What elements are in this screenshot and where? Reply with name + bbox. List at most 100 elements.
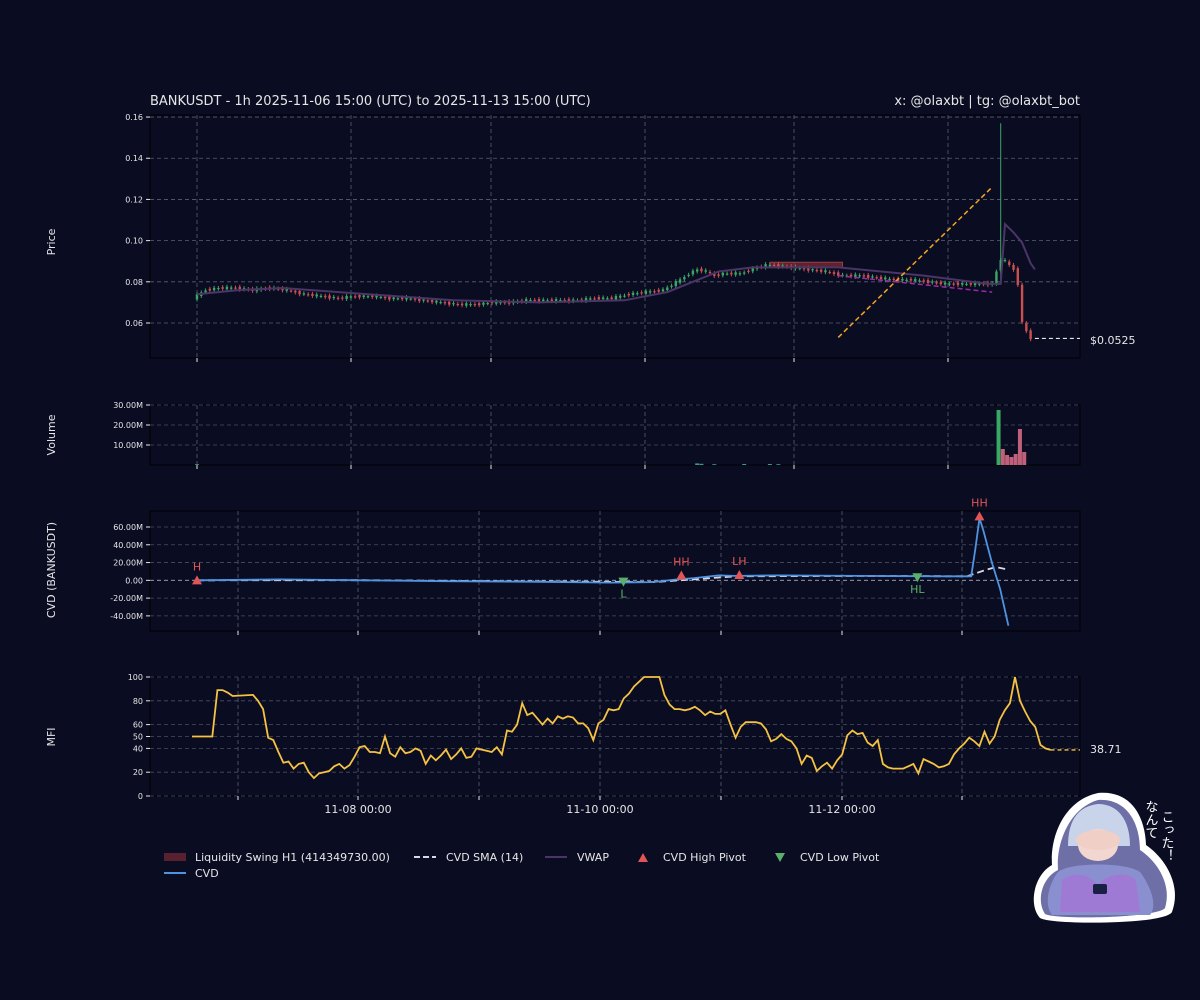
price-candle-body (482, 302, 485, 305)
price-frame (149, 114, 1081, 359)
cvd-pivot-label: HH (673, 555, 690, 568)
price-panel: 0.06 0.08 0.10 0.12 0.14 0.16 (125, 113, 1081, 362)
price-candle-body (695, 269, 699, 272)
price-candle-body (495, 301, 498, 304)
price-ytick-label: 0.16 (125, 113, 143, 122)
price-candle-body (781, 265, 784, 267)
volume-ytick-label: 30.00M (113, 401, 143, 410)
price-candle-body (559, 299, 562, 302)
legend: Liquidity Swing H1 (414349730.00) CVD SM… (164, 851, 880, 880)
mfi-ylabel: MFI (45, 727, 58, 746)
legend-liquidity-swatch (164, 853, 186, 861)
price-candle-body (413, 298, 417, 300)
price-candle-body (743, 272, 746, 274)
price-candle-body (430, 300, 434, 303)
mfi-panel: 0 20 40 50 60 80 100 11-08 00:00 11-10 00:00 11-1… (128, 673, 1081, 816)
vwap-line (196, 221, 1036, 304)
price-candle-body (871, 276, 874, 278)
price-candle-body (584, 298, 588, 302)
price-candle-body (661, 289, 665, 292)
cvd-pivot-label: HL (910, 583, 925, 596)
price-candle-body (738, 273, 742, 275)
price-candle-body (353, 296, 357, 298)
price-candle-body (383, 296, 387, 299)
price-candle-body (640, 292, 643, 294)
price-candle-body (678, 279, 682, 283)
price-candle-body (931, 281, 934, 283)
price-candle-body (648, 291, 652, 293)
cvd-ytick-label: 20.00M (113, 559, 143, 568)
volume-ytick-label: 20.00M (113, 421, 143, 430)
price-candle-body (905, 279, 908, 281)
price-ylabel: Price (45, 228, 58, 255)
price-candle-body (961, 283, 964, 285)
price-candle-body (289, 290, 293, 292)
legend-liquidity-label: Liquidity Swing H1 (414349730.00) (195, 851, 390, 864)
price-candle-body (721, 272, 725, 276)
price-candle-body (242, 288, 246, 290)
cvd-pivot-label: H (193, 560, 201, 573)
price-candle-body (858, 275, 861, 277)
price-candle-body (849, 274, 853, 277)
x-tick-label: 11-08 00:00 (324, 803, 391, 816)
price-candle-body (328, 295, 331, 299)
price-candle-body (388, 296, 391, 300)
legend-high-pivot-swatch (638, 853, 648, 862)
price-candle-body (542, 299, 545, 302)
price-candle-body (315, 294, 318, 297)
mfi-ytick-label: 60 (133, 721, 143, 730)
price-candle-body (751, 268, 754, 272)
price-candle-body (503, 301, 506, 304)
price-candle-body (653, 291, 656, 293)
volume-bar (996, 410, 1001, 465)
price-candle-body (948, 283, 951, 285)
cvd-ylabel: CVD (BANKUSDT) (45, 522, 58, 618)
price-candle-body (1008, 261, 1011, 265)
price-candle-body (396, 298, 400, 300)
volume-ytick-label: 10.00M (113, 441, 143, 450)
last-mfi-label: 38.71 (1090, 743, 1122, 756)
price-candle-body (204, 290, 207, 293)
price-candle-body (644, 290, 648, 294)
price-candle-body (567, 299, 571, 302)
price-candle-body (824, 270, 827, 273)
price-candle-body (358, 294, 361, 298)
mfi-line (192, 676, 1051, 780)
cvd-ytick-label: 60.00M (113, 523, 143, 532)
support-line (838, 274, 993, 293)
price-candle-body (973, 282, 977, 286)
mascot-badge (1093, 884, 1107, 894)
volume-bar (695, 463, 700, 465)
cvd-ytick-label: -40.00M (110, 612, 143, 621)
mfi-ytick-label: 50 (133, 733, 143, 742)
mfi-ytick-label: 80 (133, 697, 143, 706)
price-ytick-label: 0.10 (125, 237, 143, 246)
cvd-ytick-label: 40.00M (113, 541, 143, 550)
price-candle-body (593, 298, 596, 300)
cvd-frame (149, 510, 1081, 632)
price-candle-body (195, 294, 199, 300)
price-candle-body (811, 269, 814, 271)
price-candle-body (819, 269, 823, 272)
price-candle-body (670, 285, 673, 287)
price-candle-body (499, 301, 502, 304)
price-candle-body (956, 282, 960, 286)
x-tick-label: 11-10 00:00 (566, 803, 633, 816)
price-candle-body (302, 293, 306, 295)
price-candle-body (666, 287, 669, 291)
volume-bar (712, 464, 717, 465)
volume-bar (1009, 457, 1014, 465)
price-candle-body (772, 264, 776, 267)
legend-cvd-sma-label: CVD SMA (14) (446, 851, 523, 864)
price-candle-body (401, 297, 404, 300)
price-candle-body (1025, 322, 1028, 332)
price-candle-body (623, 295, 626, 297)
legend-low-pivot-label: CVD Low Pivot (800, 851, 880, 864)
price-candle-body (914, 279, 917, 281)
price-candle-body (713, 273, 716, 277)
legend-low-pivot-swatch (775, 853, 785, 862)
mfi-ytick-label: 40 (133, 744, 143, 753)
price-candle-body (490, 302, 494, 304)
legend-high-pivot-label: CVD High Pivot (663, 851, 747, 864)
price-candle-body (879, 276, 883, 280)
